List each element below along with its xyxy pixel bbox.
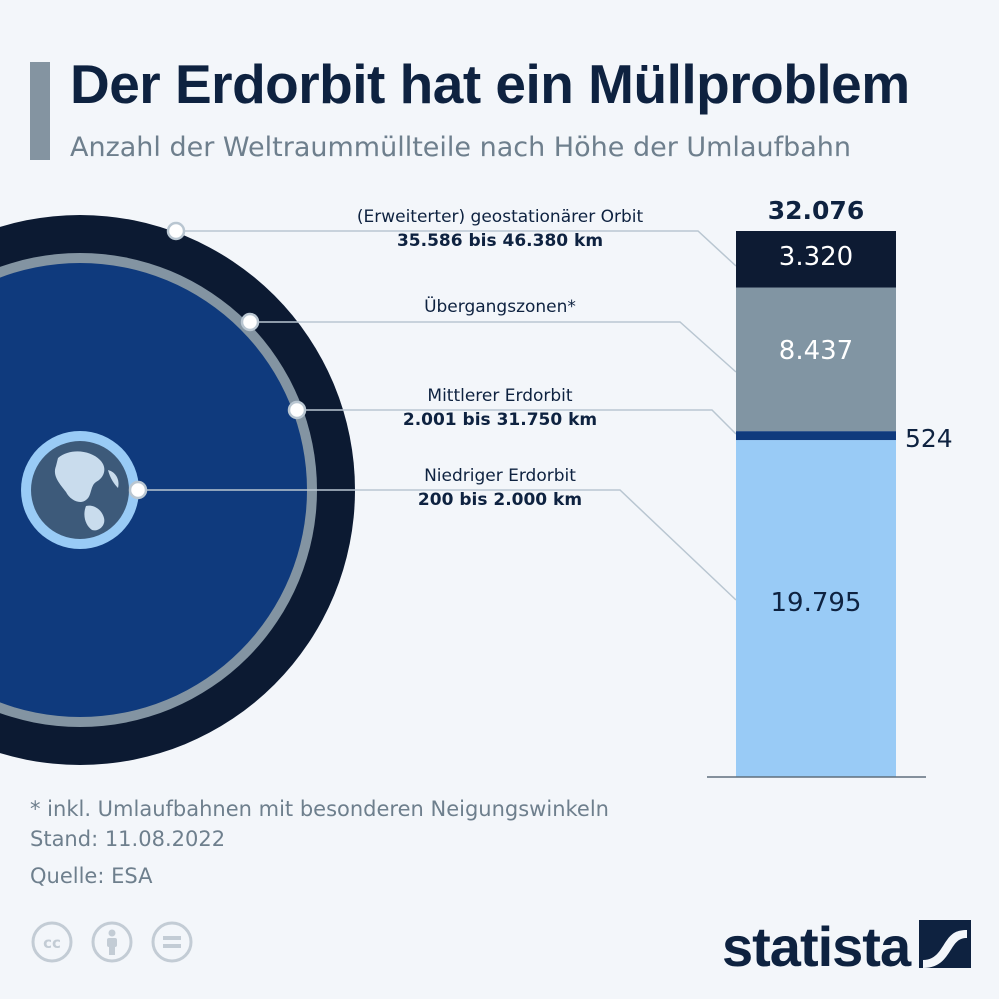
bar-segment-meo [736,431,896,441]
orbit-markers [128,221,307,500]
bar-value-meo: 524 [905,424,953,453]
page-subtitle: Anzahl der Weltraummüllteile nach Höhe d… [70,132,852,163]
label-geo-orbit-range: 35.586 bis 46.380 km [396,231,604,251]
bar-total-label: 32.076 [767,196,865,225]
cc-icon[interactable]: cc [30,920,74,964]
label-leo-range: 200 bis 2.000 km [417,490,583,510]
statista-logo-icon [919,920,971,968]
source-note: Quelle: ESA [30,864,153,888]
svg-text:cc: cc [43,934,61,952]
title-accent-bar [30,62,50,160]
bar-value-geo: 3.320 [778,242,854,272]
bar-segment-transition [736,287,896,432]
label-meo-range: 2.001 bis 31.750 km [402,410,598,430]
footnote: * inkl. Umlaufbahnen mit besonderen Neig… [30,797,609,821]
marker-dot-transition [240,312,260,332]
leader-line-meo [297,409,737,435]
no-derivatives-icon[interactable] [150,920,194,964]
label-leo: Niedriger Erdorbit 200 bis 2.000 km [370,466,630,510]
leader-lines [138,230,737,601]
date-note: Stand: 11.08.2022 [30,827,226,851]
bar-segment-geo [736,231,896,288]
leader-line-geo [176,230,737,267]
marker-dot-meo [287,400,307,420]
leader-line-transition [250,321,737,373]
bar-value-transition: 8.437 [778,336,854,366]
stacked-bar [736,231,896,777]
label-transition-name: Übergangszonen* [424,297,576,317]
leader-line-leo [138,489,737,601]
bar-segment-leo [736,440,896,777]
label-geo-orbit-name: (Erweiterter) geostationärer Orbit [356,207,644,227]
label-leo-name: Niedriger Erdorbit [424,466,576,486]
label-meo: Mittlerer Erdorbit 2.001 bis 31.750 km [370,386,630,430]
marker-dot-leo [128,480,148,500]
label-geo-orbit: (Erweiterter) geostationärer Orbit 35.58… [330,207,670,251]
label-transition: Übergangszonen* [380,297,620,317]
label-meo-name: Mittlerer Erdorbit [427,386,573,406]
bar-value-leo: 19.795 [770,588,862,618]
page-title: Der Erdorbit hat ein Müllproblem [70,53,910,115]
earth-globe-icon [21,431,139,549]
marker-dot-geo [166,221,186,241]
statista-logo[interactable]: statista [722,915,911,978]
attribution-icon[interactable] [90,920,134,964]
